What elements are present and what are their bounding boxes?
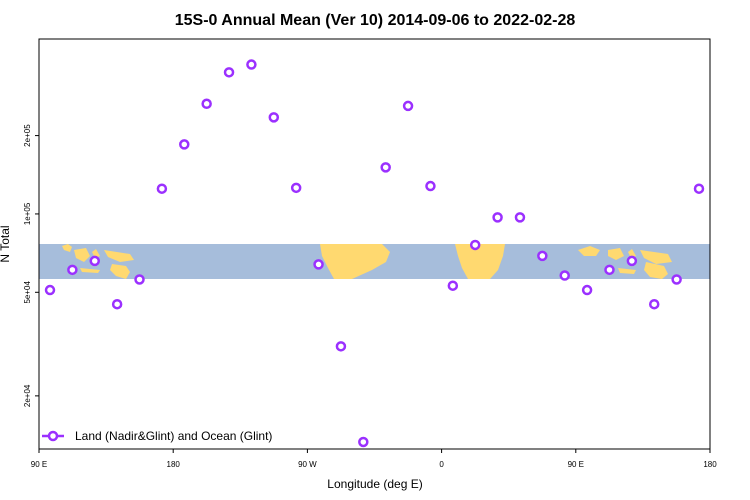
legend: Land (Nadir&Glint) and Ocean (Glint) — [42, 429, 272, 443]
data-point — [537, 250, 548, 262]
y-tick-label: 2e+05 — [23, 124, 32, 147]
y-tick-label: 1e+05 — [23, 202, 32, 225]
y-axis-label: N Total — [0, 225, 12, 262]
data-point — [313, 259, 324, 270]
data-point — [67, 264, 78, 276]
data-point — [111, 298, 123, 310]
data-points — [44, 59, 705, 448]
data-point — [425, 180, 436, 192]
map-band — [39, 244, 710, 279]
data-point — [156, 183, 168, 194]
data-point — [492, 212, 503, 223]
data-point — [514, 212, 526, 223]
y-axis: 2e+04 5e+04 1e+05 2e+05 — [23, 124, 39, 407]
x-tick-label: 180 — [167, 460, 181, 469]
data-point — [246, 59, 257, 70]
data-point — [648, 298, 660, 310]
data-point — [626, 255, 638, 267]
data-point — [559, 270, 570, 281]
data-point — [358, 436, 369, 448]
y-tick-label: 2e+04 — [23, 384, 32, 407]
data-point — [604, 264, 615, 276]
data-point — [89, 255, 101, 267]
data-point — [223, 67, 235, 78]
data-point — [671, 274, 682, 285]
y-tick-label: 5e+04 — [23, 281, 32, 304]
data-point — [447, 280, 459, 291]
x-tick-label: 0 — [439, 460, 444, 469]
x-tick-label: 90 W — [298, 460, 317, 469]
land-africa — [455, 244, 505, 279]
land-south-america — [320, 244, 390, 279]
data-point — [469, 239, 481, 251]
data-point — [290, 182, 302, 194]
x-tick-label: 90 E — [568, 460, 584, 469]
data-point — [268, 112, 280, 123]
legend-label: Land (Nadir&Glint) and Ocean (Glint) — [75, 429, 272, 443]
data-point — [335, 341, 347, 352]
data-point — [380, 162, 391, 173]
x-tick-label: 180 — [703, 460, 717, 469]
x-axis: 90 E 180 90 W 0 90 E 180 — [31, 449, 717, 469]
data-point — [693, 183, 705, 194]
data-point — [201, 98, 212, 110]
data-point — [134, 274, 145, 285]
x-axis-label: Longitude (deg E) — [327, 477, 422, 491]
data-point — [179, 139, 190, 150]
x-tick-label: 90 E — [31, 460, 47, 469]
legend-marker — [47, 430, 59, 442]
data-point — [581, 284, 593, 296]
chart-title: 15S-0 Annual Mean (Ver 10) 2014-09-06 to… — [175, 12, 576, 29]
plot-frame — [38, 38, 711, 450]
land-indonesia-right — [578, 246, 672, 279]
data-point — [402, 100, 414, 112]
data-point — [44, 284, 56, 296]
